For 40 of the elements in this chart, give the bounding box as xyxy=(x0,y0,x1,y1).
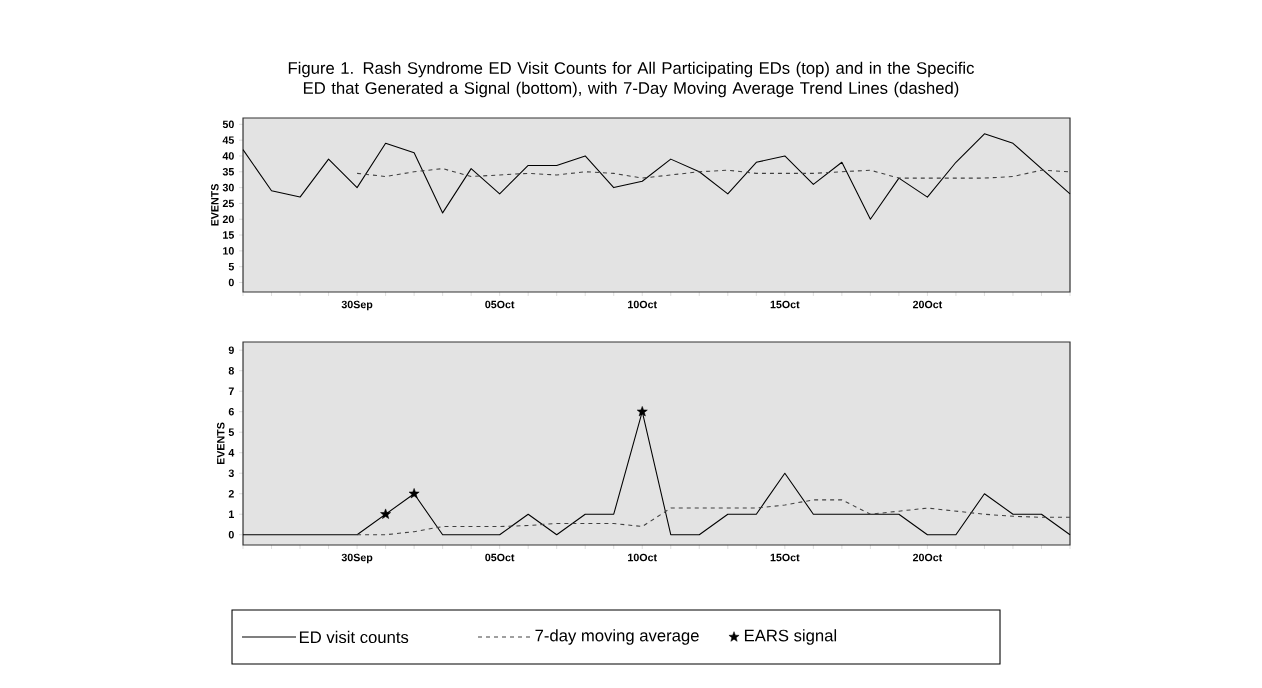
point xyxy=(636,406,648,417)
x-tick-label: 05Oct xyxy=(485,300,515,309)
x-tick-label: 10Oct xyxy=(628,300,657,309)
y-tick-label: 0 xyxy=(228,530,234,539)
y-tick-label: 7 xyxy=(228,387,234,395)
y-tick-label: 35 xyxy=(222,168,234,176)
x-tick-label: 20Oct xyxy=(912,553,943,562)
y-tick-label: 3 xyxy=(228,469,234,478)
x-tick-label: 10Oct xyxy=(628,553,657,562)
point xyxy=(408,488,420,499)
legend-label: ED visit counts xyxy=(299,630,409,644)
x-tick-label: 30Sep xyxy=(341,300,373,311)
y-axis-title: EVENTS xyxy=(217,422,225,465)
y-tick-label: 2 xyxy=(228,490,234,498)
y-tick-label: 40 xyxy=(222,152,234,160)
y-tick-label: 0 xyxy=(228,278,234,287)
legend-label: 7-day moving average xyxy=(535,629,699,645)
y-tick-label: 30 xyxy=(222,183,234,192)
x-tick-label: 20Oct xyxy=(912,300,943,309)
chart-title: Figure 1. Rash Syndrome ED Visit Counts for All Participating EDs (top) and in the Specific ED that Generated a Signal (bottom), with 7-Day Moving Average Trend Lines (dashed) xyxy=(288,61,974,98)
y-tick-label: 25 xyxy=(222,199,234,208)
x-tick-label: 30Sep xyxy=(341,553,373,564)
y-tick-label: 45 xyxy=(222,136,234,144)
legend-label: EARS signal xyxy=(744,629,837,645)
y-tick-label: 9 xyxy=(228,346,234,354)
point xyxy=(380,508,391,519)
y-tick-label: 8 xyxy=(228,366,234,375)
y-tick-label: 15 xyxy=(223,231,234,239)
y-axis-title: EVENTS xyxy=(211,184,219,226)
y-tick-label: 5 xyxy=(228,262,234,271)
y-tick-label: 4 xyxy=(228,449,235,457)
y-tick-label: 6 xyxy=(228,407,234,416)
y-tick-label: 20 xyxy=(222,215,234,223)
y-tick-label: 1 xyxy=(229,510,234,518)
y-tick-label: 10 xyxy=(223,247,234,255)
y-tick-label: 50 xyxy=(222,120,234,129)
y-tick-label: 5 xyxy=(228,428,234,436)
x-tick-label: 05Oct xyxy=(485,553,515,562)
x-tick-label: 15Oct xyxy=(770,300,800,309)
x-tick-label: 15Oct xyxy=(770,553,800,562)
